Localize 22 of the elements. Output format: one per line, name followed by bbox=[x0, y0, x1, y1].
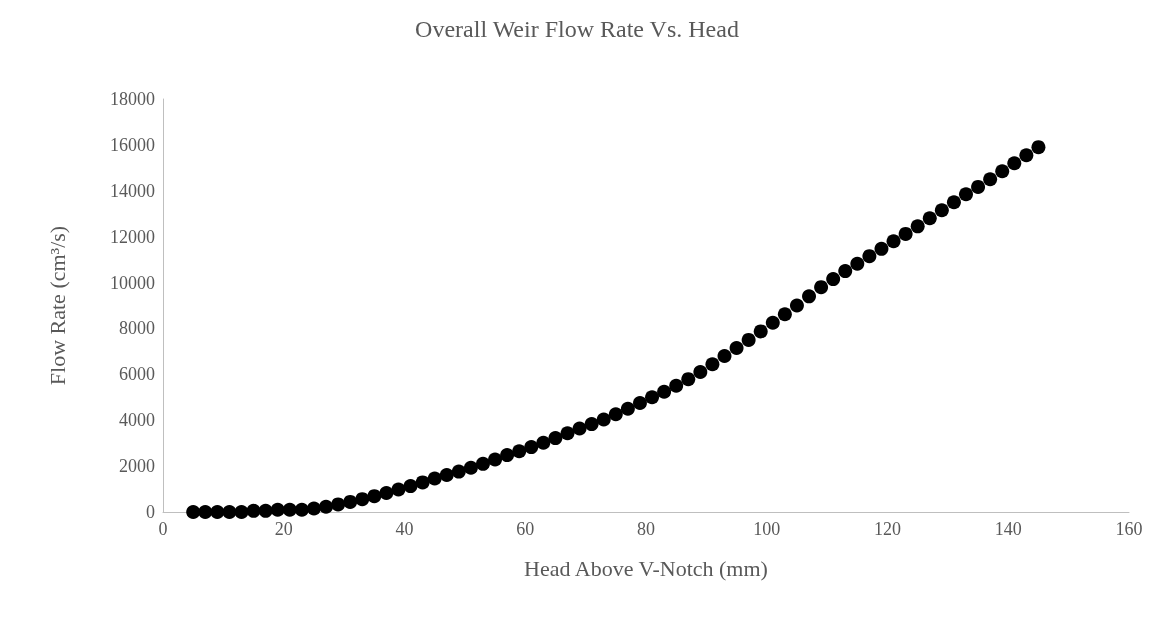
y-tick-label: 12000 bbox=[110, 226, 155, 247]
x-tick-label: 140 bbox=[994, 519, 1022, 539]
y-tick-label: 4000 bbox=[119, 410, 155, 431]
x-tick-label: 120 bbox=[874, 519, 901, 539]
x-tick-label: 160 bbox=[1115, 519, 1143, 539]
x-tick-label: 0 bbox=[158, 519, 168, 539]
x-tick-label: 100 bbox=[753, 519, 781, 539]
y-tick-label: 8000 bbox=[119, 318, 155, 339]
chart-title: Overall Weir Flow Rate Vs. Head bbox=[415, 16, 739, 42]
y-axis-title: Flow Rate (cm³/s) bbox=[44, 225, 70, 386]
y-tick-label: 10000 bbox=[110, 272, 155, 293]
y-tick-label: 16000 bbox=[110, 134, 155, 155]
y-tick-label: 6000 bbox=[119, 364, 155, 385]
x-tick-label: 40 bbox=[395, 519, 414, 539]
x-tick-label: 60 bbox=[516, 519, 535, 539]
y-tick-label: 18000 bbox=[110, 89, 155, 109]
y-tick-label: 2000 bbox=[119, 456, 155, 477]
y-tick-label: 0 bbox=[146, 502, 155, 522]
x-tick-label: 80 bbox=[637, 519, 655, 539]
y-tick-label: 14000 bbox=[110, 180, 155, 201]
x-tick-label: 20 bbox=[274, 519, 293, 539]
x-axis-title: Head Above V-Notch (mm) bbox=[524, 555, 768, 581]
